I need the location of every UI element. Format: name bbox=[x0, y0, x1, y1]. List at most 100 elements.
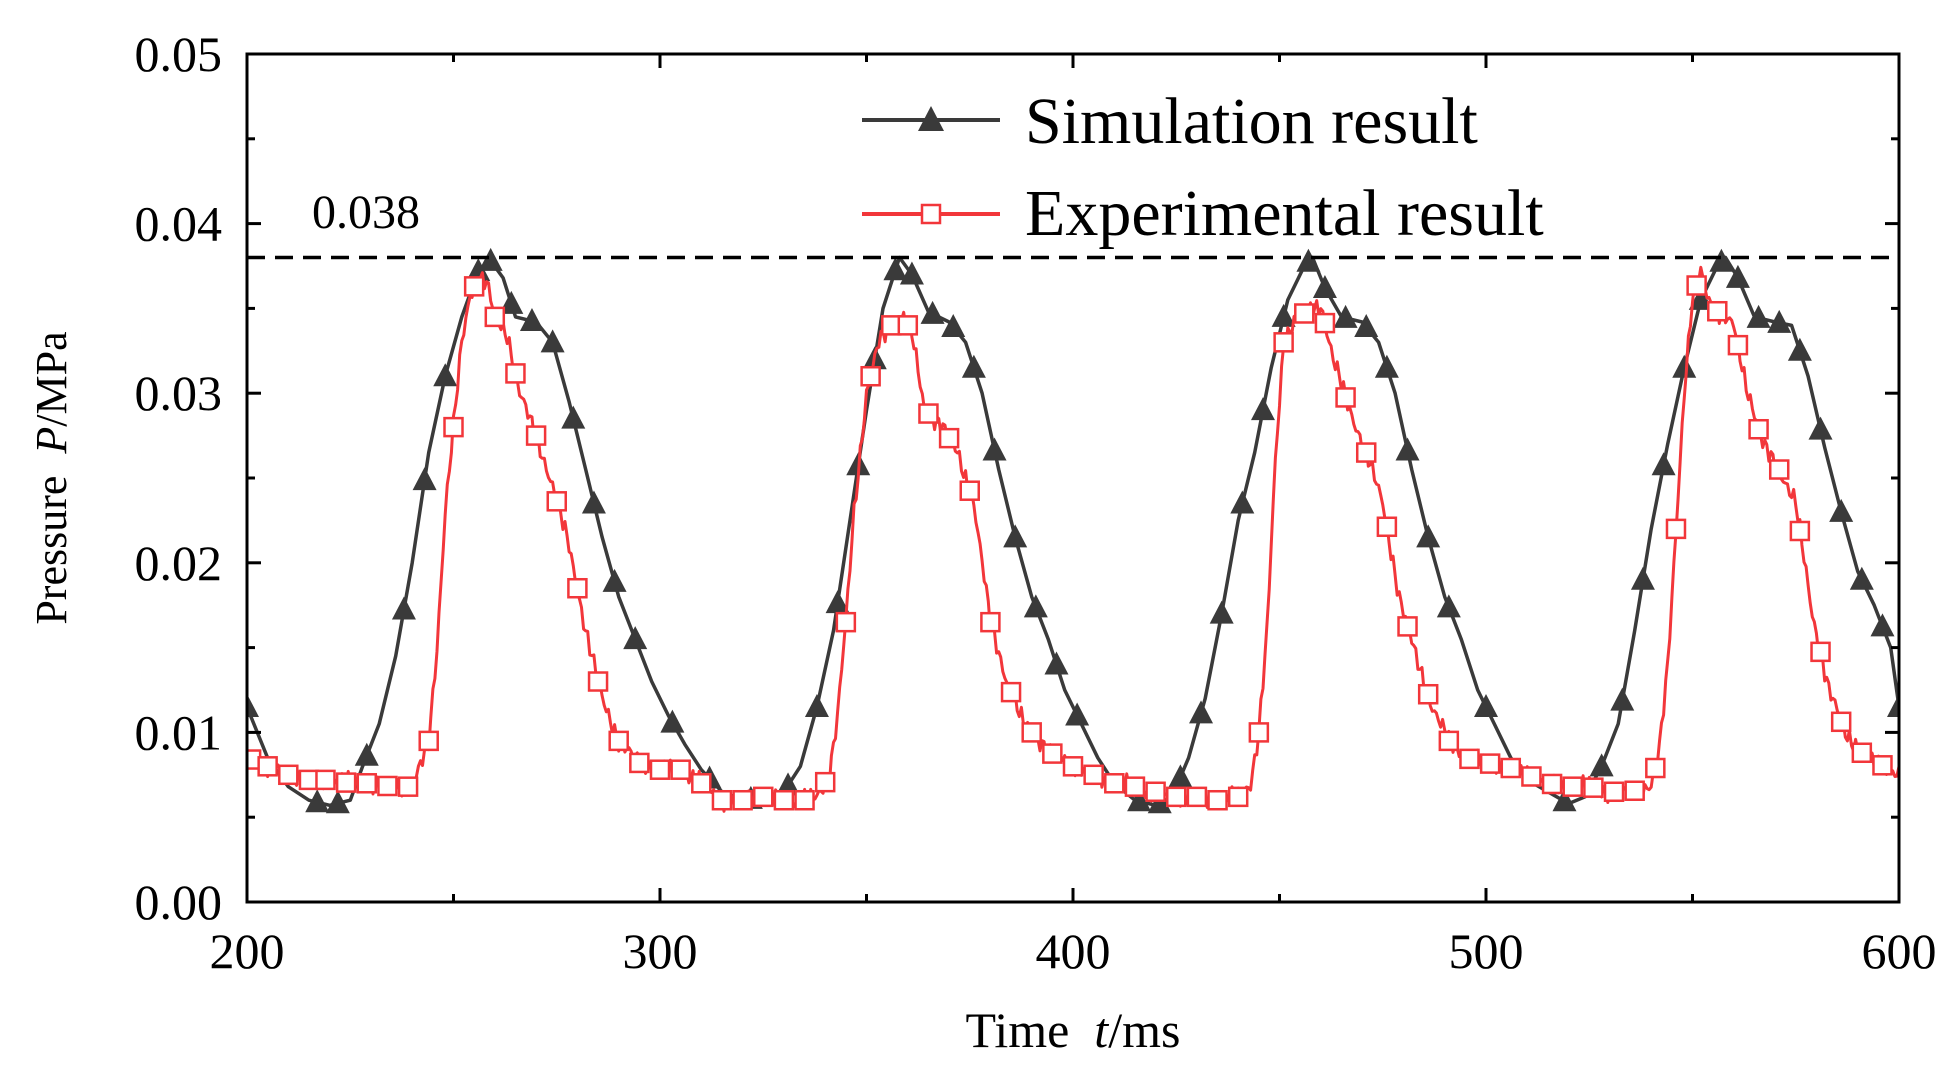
data-point-simulation bbox=[1474, 693, 1498, 717]
data-point-experimental bbox=[1397, 616, 1418, 637]
data-point-simulation bbox=[1168, 764, 1193, 788]
data-point-simulation bbox=[1436, 594, 1461, 618]
data-point-experimental bbox=[629, 752, 650, 774]
data-point-experimental bbox=[505, 363, 526, 384]
data-point-experimental bbox=[938, 427, 960, 449]
data-point-experimental bbox=[1186, 786, 1208, 808]
data-point-experimental bbox=[1355, 442, 1377, 463]
data-point-simulation bbox=[1672, 354, 1697, 378]
data-point-experimental bbox=[1500, 757, 1522, 779]
y-tick-label: 0.04 bbox=[135, 196, 223, 252]
y-tick-label: 0.01 bbox=[135, 704, 223, 760]
data-point-experimental bbox=[356, 773, 378, 794]
data-point-simulation bbox=[1127, 788, 1152, 812]
y-axis-variable: P bbox=[27, 427, 76, 455]
legend-marker-experimental bbox=[920, 203, 942, 225]
data-point-experimental bbox=[1624, 780, 1645, 801]
data-point-experimental bbox=[484, 306, 506, 328]
data-point-simulation bbox=[1374, 354, 1399, 378]
data-point-experimental bbox=[1789, 520, 1811, 542]
data-point-experimental bbox=[257, 756, 278, 777]
data-point-simulation bbox=[1808, 416, 1833, 440]
data-point-experimental bbox=[1335, 387, 1356, 408]
data-point-simulation bbox=[1709, 248, 1734, 272]
data-point-simulation bbox=[540, 329, 565, 353]
data-point-simulation bbox=[1333, 304, 1358, 328]
data-point-experimental bbox=[525, 425, 547, 446]
data-point-simulation bbox=[561, 405, 586, 429]
data-point-simulation bbox=[1630, 566, 1655, 590]
data-point-simulation bbox=[1209, 600, 1234, 624]
data-point-experimental bbox=[732, 789, 753, 811]
data-point-experimental bbox=[443, 416, 464, 438]
y-tick-label: 0.00 bbox=[135, 874, 223, 930]
data-point-simulation bbox=[1189, 700, 1214, 724]
data-point-experimental bbox=[1417, 683, 1439, 705]
x-tick-label: 200 bbox=[210, 923, 285, 979]
data-point-simulation bbox=[1887, 693, 1899, 717]
data-point-simulation bbox=[1787, 337, 1812, 361]
data-point-simulation bbox=[581, 490, 606, 514]
data-point-experimental bbox=[1459, 748, 1480, 770]
data-point-experimental bbox=[1273, 332, 1294, 353]
data-point-simulation bbox=[920, 300, 945, 324]
data-point-experimental bbox=[1810, 641, 1831, 663]
data-point-experimental bbox=[278, 764, 299, 786]
data-point-experimental bbox=[1707, 300, 1728, 322]
data-point-simulation bbox=[804, 693, 829, 717]
legend-label-experimental: Experimental result bbox=[1025, 177, 1544, 250]
data-point-experimental bbox=[463, 276, 485, 297]
data-point-experimental bbox=[1166, 786, 1187, 808]
data-point-simulation bbox=[1003, 524, 1028, 548]
data-point-simulation bbox=[825, 590, 850, 614]
data-point-experimental bbox=[1376, 516, 1398, 538]
y-axis-title-prefix: Pressure bbox=[27, 454, 76, 625]
data-point-experimental bbox=[1583, 777, 1604, 798]
data-point-experimental bbox=[1665, 518, 1687, 540]
x-tick-label: 400 bbox=[1036, 923, 1111, 979]
data-point-simulation bbox=[1023, 594, 1048, 618]
data-point-experimental bbox=[860, 365, 881, 387]
data-point-experimental bbox=[1207, 789, 1228, 811]
y-tick-label: 0.03 bbox=[135, 365, 223, 421]
data-point-experimental bbox=[1021, 722, 1042, 743]
legend-marker-simulation bbox=[918, 106, 944, 131]
data-point-simulation bbox=[433, 363, 458, 387]
legend-label-simulation: Simulation result bbox=[1025, 85, 1478, 158]
data-point-experimental bbox=[670, 759, 691, 780]
data-point-simulation bbox=[899, 261, 924, 285]
data-point-experimental bbox=[546, 491, 567, 512]
data-point-simulation bbox=[1312, 275, 1337, 299]
data-point-experimental bbox=[418, 730, 439, 752]
data-point-simulation bbox=[602, 568, 627, 592]
data-point-experimental bbox=[773, 789, 795, 811]
data-point-simulation bbox=[499, 290, 524, 314]
x-axis-title: Time t/ms bbox=[966, 1002, 1181, 1058]
data-point-experimental bbox=[1083, 764, 1104, 786]
x-axis-title-prefix: Time bbox=[966, 1002, 1095, 1058]
data-point-experimental bbox=[1748, 418, 1769, 440]
legend: Simulation result Experimental result bbox=[862, 85, 1544, 250]
data-point-experimental bbox=[1479, 753, 1501, 774]
data-point-experimental bbox=[1145, 781, 1166, 803]
data-point-experimental bbox=[1541, 773, 1563, 795]
data-point-experimental bbox=[1000, 681, 1022, 703]
data-point-experimental bbox=[377, 775, 398, 797]
reference-line-label: 0.038 bbox=[312, 186, 420, 239]
data-point-simulation bbox=[412, 467, 437, 491]
data-point-experimental bbox=[711, 789, 733, 811]
y-axis-title: Pressure P/MPa bbox=[27, 331, 76, 624]
data-point-experimental bbox=[1314, 312, 1336, 334]
data-point-experimental bbox=[1248, 722, 1270, 743]
data-point-simulation bbox=[941, 314, 966, 338]
data-point-experimental bbox=[1686, 275, 1707, 296]
data-point-experimental bbox=[897, 315, 919, 336]
data-point-experimental bbox=[918, 403, 939, 424]
x-axis-unit: /ms bbox=[1108, 1002, 1180, 1058]
data-point-experimental bbox=[1851, 742, 1873, 764]
data-point-simulation bbox=[1870, 613, 1895, 637]
data-point-experimental bbox=[959, 480, 980, 501]
data-point-simulation bbox=[1271, 303, 1296, 327]
